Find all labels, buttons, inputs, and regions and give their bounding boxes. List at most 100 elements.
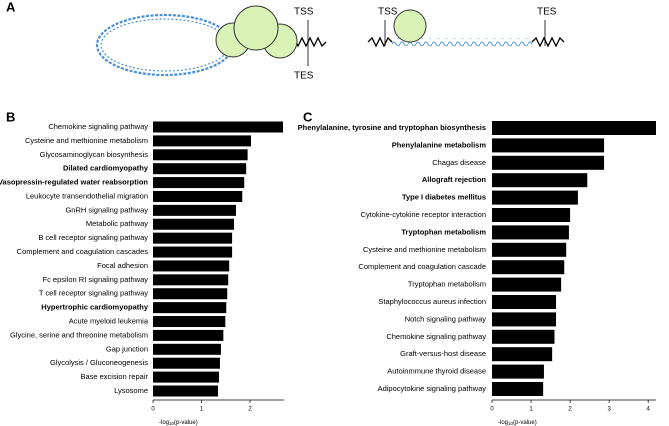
category-label: Lysosome [114, 386, 148, 395]
bar [492, 121, 656, 135]
category-label: Adipocytokine signaling pathway [378, 384, 487, 393]
x-axis-label-part: 10 [508, 421, 514, 426]
bar [153, 135, 252, 147]
dna-strand [367, 36, 393, 48]
tes-label: TES [537, 7, 557, 18]
x-axis-label-part: -log [159, 420, 169, 426]
panel-label: A [6, 0, 16, 14]
panel-label: B [6, 109, 15, 124]
category-label: Cytokine-cytokine receptor interaction [361, 210, 486, 219]
x-tick-label: 0 [490, 407, 494, 413]
bar [492, 155, 605, 170]
bar [153, 204, 236, 216]
category-label: Glycosaminoglycan biosynthesis [40, 150, 149, 159]
bar [492, 364, 544, 379]
category-label: Acute myeloid leukemia [69, 317, 149, 326]
panel-label: C [303, 109, 313, 124]
bar [153, 163, 247, 175]
category-label: Type I diabetes mellitus [402, 193, 486, 202]
tss-label: TSS [378, 7, 398, 18]
bar [492, 190, 578, 205]
x-tick-label: 4 [647, 407, 651, 413]
category-label: Vasopressin-regulated water reabsorption [0, 178, 148, 187]
category-label: GnRH signaling pathway [65, 205, 148, 214]
category-label: T cell receptor signaling pathway [39, 289, 148, 298]
category-label: Staphylococcus aureus infection [378, 297, 486, 306]
dna-strand [392, 38, 532, 46]
x-axis-label-part: -log [498, 420, 508, 426]
polymerase [393, 9, 427, 43]
category-label: Fc epsilon RI signaling pathway [43, 275, 149, 284]
bar [153, 288, 228, 300]
category-label: Complement and coagulation cascade [358, 262, 486, 271]
category-label: Glycine, serine and threonine metabolism [10, 330, 148, 339]
bar [153, 343, 221, 355]
bar [492, 277, 562, 292]
tss-label: TSS [294, 7, 314, 18]
category-label: B cell receptor signaling pathway [38, 233, 148, 242]
category-label: Chemokine signaling pathway [48, 122, 148, 131]
x-tick-label: 1 [529, 407, 533, 413]
bar [153, 260, 230, 272]
bar [153, 357, 220, 369]
bar [153, 149, 248, 161]
bar [492, 347, 553, 362]
dna-strand [531, 36, 565, 48]
bar [492, 260, 565, 275]
category-label: Complement and coagulation cascades [17, 247, 149, 256]
category-label: Phenylalanine, tyrosine and tryptophan b… [298, 123, 486, 132]
bar [153, 316, 226, 328]
bar [153, 218, 235, 230]
category-label: Chemokine signaling pathway [386, 332, 486, 341]
category-label: Autoinmmune thyroid disease [387, 367, 486, 376]
x-axis-label-part: (p-value) [513, 420, 537, 426]
x-tick-label: 3 [607, 407, 611, 413]
bar [153, 371, 219, 383]
category-label: Focal adhesion [97, 261, 148, 270]
category-label: Allograft rejection [422, 175, 487, 184]
category-label: Glycolysis / Gluconeogenesis [50, 358, 148, 367]
category-label: Notch signaling pathway [405, 314, 487, 323]
bar [492, 329, 555, 344]
category-label: Cysteine and methionine metabolism [25, 136, 148, 145]
x-tick-label: 2 [248, 407, 252, 413]
bar [492, 208, 571, 222]
bar [492, 173, 588, 188]
bar [153, 274, 229, 286]
bar [153, 121, 284, 133]
x-tick-label: 1 [200, 407, 204, 413]
x-axis-label: -log10(p-value) [498, 420, 537, 426]
tes-label: TES [294, 71, 314, 82]
category-label: Leukocyte transendothelial migration [26, 191, 148, 200]
category-label: Base excision repair [80, 372, 148, 381]
bar [153, 190, 243, 202]
bar [492, 382, 544, 396]
category-label: Tryptophan metabolism [401, 227, 486, 236]
bar [153, 329, 224, 341]
category-label: Graft-versus-host disease [400, 349, 486, 358]
category-label: Hypertrophic cardiomyopathy [41, 303, 149, 312]
bar [492, 138, 605, 153]
x-axis-label: -log10(p-value) [159, 420, 198, 426]
polymerase [233, 5, 279, 51]
category-label: Chagas disease [432, 158, 486, 167]
bar [153, 177, 245, 189]
bar [153, 232, 233, 244]
x-tick-label: 0 [151, 407, 155, 413]
bar [492, 295, 557, 309]
category-label: Phenylalanine metabolism [392, 140, 487, 149]
category-label: Gap junction [106, 344, 148, 353]
bar [153, 246, 233, 258]
category-label: Tryptophan metabolism [408, 280, 486, 289]
x-tick-label: 2 [568, 407, 572, 413]
bar [153, 302, 227, 314]
bar [492, 225, 569, 240]
bar [153, 385, 219, 397]
category-label: Metabolic pathway [86, 219, 148, 228]
dna-loop [100, 18, 230, 72]
category-label: Cysteine and methionine metabolism [363, 245, 486, 254]
bar [492, 312, 557, 327]
bar [492, 242, 567, 257]
x-axis-label-part: (p-value) [174, 420, 198, 426]
